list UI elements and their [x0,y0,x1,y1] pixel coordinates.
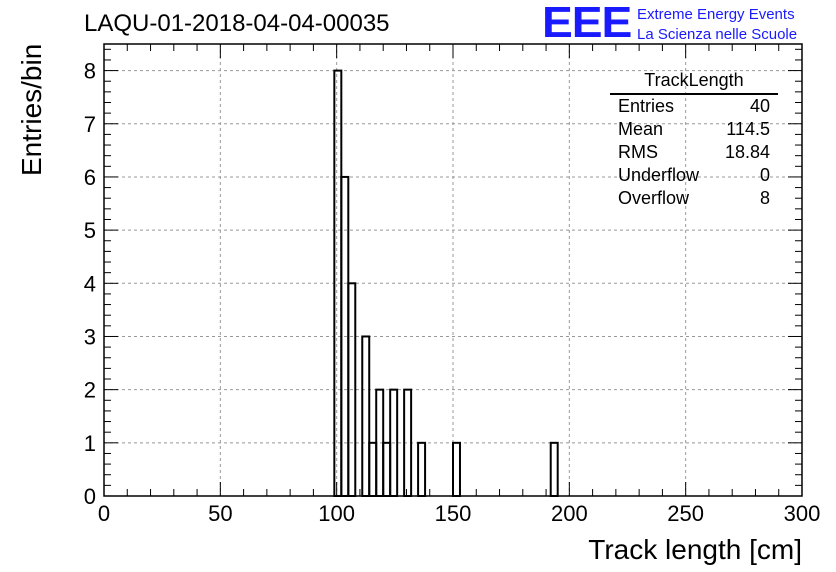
x-tick-label: 250 [667,501,704,526]
stats-value: 0 [759,165,770,185]
y-tick-label: 6 [84,165,96,190]
stats-value: 114.5 [726,119,770,139]
y-tick-label: 2 [84,378,96,403]
run-title: LAQU-01-2018-04-04-00035 [84,10,390,37]
histogram-bin [417,441,427,497]
stats-row-overflow: Overflow 8 [610,187,778,210]
stats-value: 40 [749,96,770,116]
x-tick-label: 0 [98,501,110,526]
x-tick-label: 150 [435,501,472,526]
histogram-bin [347,282,357,498]
x-tick-label: 100 [318,501,355,526]
stats-label: Underflow [618,165,700,185]
x-tick-label: 50 [208,501,232,526]
stats-row-entries: Entries 40 [610,95,778,118]
stats-row-mean: Mean 114.5 [610,118,778,141]
stats-label: Entries [618,96,675,116]
x-axis-label: Track length [cm] [588,534,802,565]
stats-row-underflow: Underflow 0 [610,164,778,187]
y-tick-label: 8 [84,59,96,84]
x-tick-label: 200 [551,501,588,526]
eee-logo: EEE [542,0,632,47]
y-tick-label: 5 [84,218,96,243]
brand-line2: La Scienza nelle Scuole [637,26,798,43]
stats-row-rms: RMS 18.84 [610,141,778,164]
histogram-bin [368,441,378,497]
y-tick-label: 3 [84,324,96,349]
y-tick-label: 1 [84,431,96,456]
stats-label: Mean [618,119,664,139]
histogram-bin [389,388,399,498]
histogram-bin [382,441,392,497]
brand-line1: Extreme Energy Events [637,6,795,23]
y-tick-label: 0 [84,484,96,509]
stats-label: Overflow [618,188,690,208]
x-tick-label: 300 [784,501,821,526]
y-axis-label: Entries/bin [16,43,47,176]
histogram-bin [361,335,371,497]
histogram-bin [452,441,461,497]
histogram-bin [549,441,559,497]
stats-title: TrackLength [610,70,778,95]
y-tick-label: 4 [84,271,96,296]
y-tick-label: 7 [84,112,96,137]
stats-value: 18.84 [724,142,770,162]
stats-box: TrackLength Entries 40 Mean 114.5 RMS 18… [610,70,778,210]
histogram-bin [403,388,413,498]
stats-value: 8 [759,188,770,208]
stats-label: RMS [618,142,658,162]
